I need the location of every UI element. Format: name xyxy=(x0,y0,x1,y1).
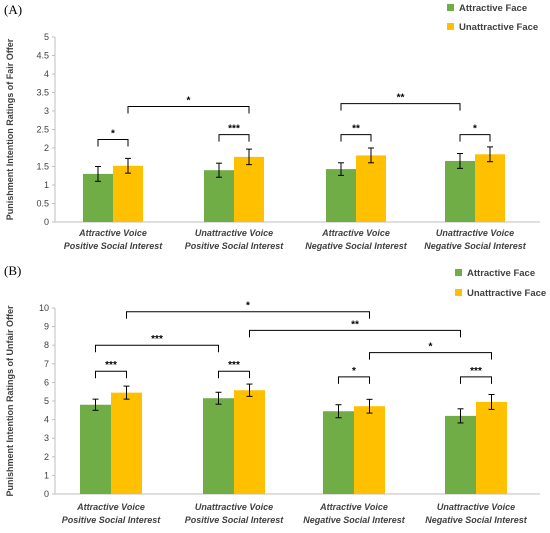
bar-unattractive-face xyxy=(475,154,505,222)
category-label: Positive Social Interest xyxy=(185,515,285,525)
legend-swatch xyxy=(447,4,454,11)
bar-attractive-face xyxy=(323,411,354,494)
y-tick-label: 5 xyxy=(44,396,49,406)
chart-panel-a: (A) Punishment Intention Ratings of Fair … xyxy=(4,2,540,251)
significance-label: *** xyxy=(228,360,240,371)
y-tick-label: 5 xyxy=(44,32,49,42)
y-tick-label: 7 xyxy=(44,359,49,369)
category-label: Positive Social Interest xyxy=(185,241,285,251)
significance-label: *** xyxy=(228,124,240,135)
bar-unattractive-face xyxy=(234,156,264,222)
bar-attractive-face xyxy=(80,404,111,494)
significance-bracket xyxy=(340,134,372,142)
category-label: Positive Social Interest xyxy=(64,241,164,251)
significance-bracket xyxy=(340,103,461,111)
y-tick-label: 4 xyxy=(44,415,49,425)
category-label: Attractive Voice xyxy=(321,228,390,238)
y-tick-label: 0.5 xyxy=(36,199,49,209)
bar-attractive-face xyxy=(326,169,356,222)
y-tick-label: 4 xyxy=(44,69,49,79)
category-label: Attractive Voice xyxy=(319,502,388,512)
legend-swatch xyxy=(455,269,462,276)
bar-attractive-face xyxy=(203,398,234,494)
y-tick-label: 1 xyxy=(44,180,49,190)
legend-label: Unattractive Face xyxy=(459,22,538,33)
significance-label: * xyxy=(473,124,477,135)
y-tick-label: 2 xyxy=(44,452,49,462)
category-label: Unattractive Voice xyxy=(195,502,273,512)
significance-bracket xyxy=(95,370,127,379)
category-label: Unattractive Voice xyxy=(436,228,514,238)
y-axis-label: Punishment Intention Ratings of Fair Off… xyxy=(5,38,15,220)
y-tick-label: 2.5 xyxy=(36,125,49,135)
legend-label: Attractive Face xyxy=(459,3,527,14)
category-label: Positive Social Interest xyxy=(62,515,162,525)
bar-unattractive-face xyxy=(234,390,265,494)
category-label: Unattractive Voice xyxy=(437,502,515,512)
legend-label: Unattractive Face xyxy=(467,288,546,299)
significance-bracket xyxy=(369,352,492,360)
legend-swatch xyxy=(455,289,462,296)
significance-label: * xyxy=(352,366,356,377)
y-tick-label: 6 xyxy=(44,377,49,387)
significance-label: ** xyxy=(352,124,360,135)
significance-label: * xyxy=(187,96,191,107)
significance-label: * xyxy=(111,128,115,139)
significance-label: *** xyxy=(470,366,482,377)
significance-bracket xyxy=(218,134,250,142)
chart-panel-b: (B) Punishment Intention Ratings of Unfai… xyxy=(4,263,546,525)
legend-swatch xyxy=(447,23,454,30)
category-label: Unattractive Voice xyxy=(195,228,273,238)
significance-bracket xyxy=(459,134,491,142)
y-tick-label: 0 xyxy=(44,217,49,227)
panel-label: (B) xyxy=(4,263,21,278)
bar-attractive-face xyxy=(445,415,476,494)
y-tick-label: 0 xyxy=(44,489,49,499)
bar-unattractive-face xyxy=(111,392,142,494)
bar-unattractive-face xyxy=(113,165,143,222)
y-tick-label: 4.5 xyxy=(36,51,49,61)
category-label: Negative Social Interest xyxy=(303,515,406,525)
panel-label: (A) xyxy=(4,2,22,17)
y-tick-label: 1 xyxy=(44,470,49,480)
significance-bracket xyxy=(249,329,461,338)
significance-label: *** xyxy=(151,334,163,345)
category-label: Negative Social Interest xyxy=(424,241,527,251)
significance-label: * xyxy=(429,342,433,353)
bar-unattractive-face xyxy=(354,406,385,494)
significance-bracket xyxy=(95,344,219,353)
significance-label: * xyxy=(246,301,250,312)
category-label: Attractive Voice xyxy=(78,228,147,238)
y-tick-label: 1.5 xyxy=(36,162,49,172)
y-tick-label: 2 xyxy=(44,143,49,153)
category-label: Negative Social Interest xyxy=(425,515,528,525)
significance-bracket xyxy=(127,106,250,114)
bar-attractive-face xyxy=(445,160,475,222)
bar-attractive-face xyxy=(83,173,113,222)
legend-label: Attractive Face xyxy=(467,268,535,279)
y-tick-label: 10 xyxy=(39,303,49,313)
significance-bracket xyxy=(338,376,370,384)
significance-label: *** xyxy=(105,360,117,371)
significance-bracket xyxy=(460,376,492,384)
y-tick-label: 3 xyxy=(44,106,49,116)
significance-bracket xyxy=(218,370,250,379)
y-tick-label: 8 xyxy=(44,340,49,350)
significance-bracket xyxy=(126,311,370,319)
significance-label: ** xyxy=(397,93,405,104)
category-label: Attractive Voice xyxy=(76,502,145,512)
category-label: Negative Social Interest xyxy=(305,241,408,251)
significance-label: ** xyxy=(351,319,359,330)
y-axis-label: Punishment Intention Ratings of Unfair O… xyxy=(5,305,15,496)
y-tick-label: 3 xyxy=(44,433,49,443)
y-tick-label: 9 xyxy=(44,322,49,332)
y-tick-label: 3.5 xyxy=(36,88,49,98)
bar-unattractive-face xyxy=(356,155,386,222)
bar-attractive-face xyxy=(204,170,234,222)
significance-bracket xyxy=(97,138,129,147)
bar-unattractive-face xyxy=(476,401,507,494)
